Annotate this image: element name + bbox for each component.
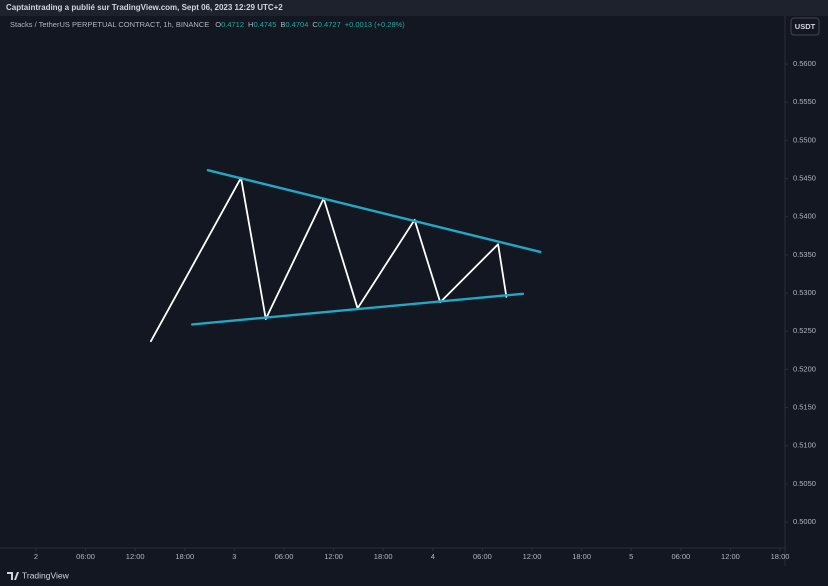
x-tick-label: 12:00	[721, 552, 740, 561]
x-tick-label: 06:00	[275, 552, 294, 561]
x-tick-label: 12:00	[523, 552, 542, 561]
x-tick-label: 5	[629, 552, 633, 561]
currency[interactable]: USDT	[795, 22, 816, 31]
ohlc-key: O	[215, 20, 221, 29]
x-tick-label: 06:00	[671, 552, 690, 561]
x-tick-label: 18:00	[572, 552, 591, 561]
x-tick-label: 3	[232, 552, 236, 561]
y-tick-label: 0.5400	[793, 212, 816, 221]
y-tick-label: 0.5550	[793, 97, 816, 106]
ohlc-value: 0.4704	[285, 20, 308, 29]
ohlc-value: 0.4727	[318, 20, 341, 29]
symbol: Stacks / TetherUS PERPETUAL CONTRACT, 1h…	[10, 20, 405, 29]
y-tick-label: 0.5250	[793, 326, 816, 335]
x-tick-label: 18:00	[175, 552, 194, 561]
x-tick-label: 4	[431, 552, 435, 561]
x-tick-label: 06:00	[473, 552, 492, 561]
brand: TradingView	[22, 570, 70, 580]
symbol-name: Stacks / TetherUS PERPETUAL CONTRACT, 1h…	[10, 20, 209, 29]
ohlc-value: 0.4712	[221, 20, 244, 29]
currency-box[interactable]	[790, 17, 820, 36]
y-tick-label: 0.5450	[793, 174, 816, 183]
y-tick-label: 0.5100	[793, 441, 816, 450]
ohlc-key: B	[280, 20, 285, 29]
y-tick-label: 0.5500	[793, 135, 816, 144]
brand-logo	[7, 572, 19, 580]
y-tick-label: 0.5150	[793, 403, 816, 412]
y-tick-label: 0.5300	[793, 288, 816, 297]
header-bar	[0, 0, 828, 16]
x-tick-label: 2	[34, 552, 38, 561]
x-tick-label: 18:00	[771, 552, 790, 561]
ohlc-key: C	[312, 20, 318, 29]
change: +0.0013 (+0.28%)	[345, 20, 406, 29]
ohlc-key: H	[248, 20, 253, 29]
y-tick-label: 0.5000	[793, 517, 816, 526]
trend-line	[191, 292, 525, 326]
y-tick-label: 0.5050	[793, 479, 816, 488]
y-tick-label: 0.5600	[793, 59, 816, 68]
trend-line	[206, 169, 542, 254]
x-tick-label: 06:00	[76, 552, 95, 561]
x-tick-label: 12:00	[324, 552, 343, 561]
x-tick-label: 18:00	[374, 552, 393, 561]
footer-bar	[0, 566, 828, 586]
header-title: Captaintrading a publié sur TradingView.…	[6, 3, 283, 12]
y-tick-label: 0.5350	[793, 250, 816, 259]
ohlc-value: 0.4745	[253, 20, 276, 29]
x-tick-label: 12:00	[126, 552, 145, 561]
y-tick-label: 0.5200	[793, 364, 816, 373]
